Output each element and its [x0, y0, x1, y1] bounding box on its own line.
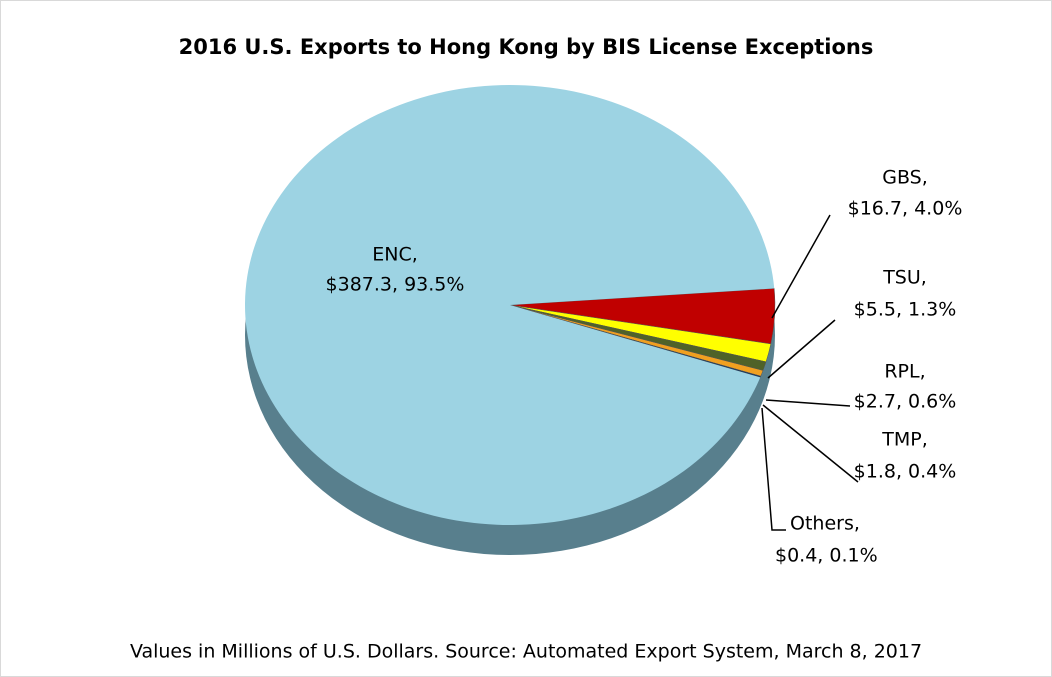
data-label: TSU, — [882, 267, 927, 289]
data-label: GBS, — [882, 167, 928, 189]
pie-slice — [509, 304, 762, 378]
data-label: $1.8, 0.4% — [854, 461, 957, 483]
leader-line — [771, 214, 831, 319]
data-label: $0.4, 0.1% — [775, 545, 878, 567]
leader-line — [767, 319, 836, 379]
footnote: Values in Millions of U.S. Dollars. Sour… — [130, 641, 922, 663]
data-label: Others, — [790, 513, 860, 535]
data-label: $387.3, 93.5% — [326, 274, 465, 296]
data-label: RPL, — [884, 361, 925, 383]
chart-title: 2016 U.S. Exports to Hong Kong by BIS Li… — [179, 35, 874, 59]
data-label: $16.7, 4.0% — [848, 198, 963, 220]
leader-line — [762, 404, 859, 483]
leader-line — [765, 399, 851, 407]
data-label: ENC, — [372, 244, 418, 266]
slices — [245, 84, 776, 525]
leader-line — [761, 407, 786, 531]
data-label: TMP, — [881, 429, 928, 451]
pie-slice — [245, 84, 775, 525]
data-label: $5.5, 1.3% — [854, 299, 957, 321]
data-label: $2.7, 0.6% — [854, 391, 957, 413]
